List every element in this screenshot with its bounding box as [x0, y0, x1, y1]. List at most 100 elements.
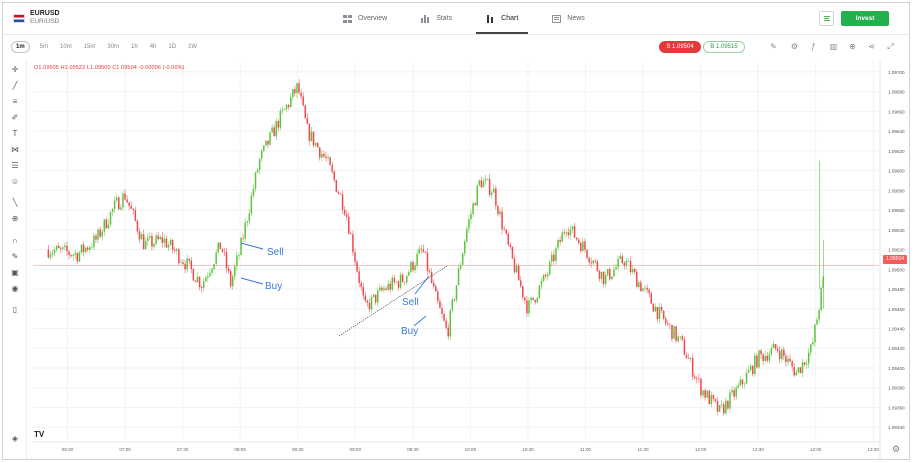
tab-overview[interactable]: Overview — [343, 3, 387, 34]
candle-body — [718, 405, 721, 412]
timeframe-1d[interactable]: 1D — [168, 44, 177, 50]
candle-body — [377, 290, 379, 303]
candle-body — [741, 379, 744, 385]
zoom-in-icon[interactable]: ⊕ — [11, 214, 19, 223]
candle-body — [385, 288, 387, 290]
lock-icon[interactable]: ▣ — [11, 268, 19, 277]
timeframe-1m[interactable]: 1m — [11, 41, 30, 53]
ruler-icon[interactable]: ╲ — [12, 198, 18, 207]
candle-body — [182, 262, 184, 265]
trash-icon[interactable]: ▯ — [12, 305, 18, 314]
candle-body — [432, 282, 435, 287]
candle-body — [335, 179, 338, 192]
candle-body — [515, 265, 518, 273]
tab-news[interactable]: News — [552, 3, 585, 34]
pencil-icon[interactable]: ✎ — [770, 42, 777, 51]
candle-body — [91, 247, 93, 248]
timeframe-4h[interactable]: 4h — [149, 44, 157, 50]
candle-body — [190, 260, 193, 269]
candle-body — [565, 232, 568, 234]
candle-body — [710, 394, 713, 405]
watchlist-menu-button[interactable] — [819, 11, 834, 26]
tab-chart[interactable]: Chart — [476, 3, 529, 34]
visibility-eye-icon[interactable]: ◉ — [11, 284, 19, 293]
instrument-header[interactable]: EURUSD EUR/USD — [13, 10, 60, 26]
candle-body — [762, 354, 764, 361]
axis-settings-gear-icon[interactable]: ⚙ — [892, 444, 901, 454]
invest-button[interactable]: Invest — [841, 11, 889, 26]
candle-body — [300, 92, 302, 97]
candle-body — [687, 358, 690, 359]
trend-line-icon[interactable]: ╱ — [12, 81, 18, 90]
candle-body — [729, 392, 731, 409]
timeframe-10m[interactable]: 10m — [60, 44, 72, 50]
crosshair-icon[interactable]: ✛ — [11, 65, 19, 74]
candle-body — [314, 142, 317, 146]
pattern-icon[interactable]: ⋈ — [11, 145, 19, 154]
share-icon[interactable]: ⋖ — [868, 42, 875, 51]
candle-body — [810, 344, 812, 353]
tab-news-label: News — [567, 15, 585, 22]
candle-body — [631, 269, 634, 273]
candle-body — [153, 243, 155, 247]
candle-body — [803, 362, 806, 365]
indicators-icon[interactable]: ƒ — [811, 42, 816, 51]
magnet-icon[interactable]: ∩ — [12, 236, 18, 245]
y-tick-label: 1.09360 — [888, 405, 905, 410]
text-tool-icon[interactable]: T — [12, 129, 18, 138]
candle-body — [635, 271, 638, 287]
candle-body — [667, 323, 669, 325]
candle-body — [451, 299, 454, 311]
buy-price-button[interactable]: B 1.09515 — [703, 41, 745, 53]
emoji-icon[interactable]: ☺ — [10, 177, 20, 186]
candle-body — [611, 276, 613, 280]
timeframe-1h[interactable]: 1h — [131, 44, 138, 50]
candle-body — [296, 83, 298, 94]
candle-body — [321, 153, 323, 158]
candle-body — [702, 390, 704, 396]
candle-body — [725, 400, 727, 414]
chart-type-icon[interactable]: ▥ — [829, 42, 838, 51]
candle-body — [617, 258, 619, 268]
candle-body — [453, 299, 456, 301]
main-nav: Overview Stats Chart News — [343, 3, 619, 34]
candle-body — [466, 228, 468, 242]
candle-body — [747, 370, 750, 373]
candle-body — [488, 178, 491, 195]
layers-icon[interactable]: ◈ — [11, 434, 19, 443]
add-icon[interactable]: ⊕ — [849, 42, 856, 51]
timeframe-5m[interactable]: 5m — [39, 44, 49, 50]
prediction-icon[interactable]: ☰ — [11, 161, 19, 170]
fib-retracement-icon[interactable]: ≡ — [12, 97, 18, 106]
candle-body — [265, 140, 267, 146]
candle-body — [756, 355, 758, 368]
candle-body — [638, 282, 640, 287]
candle-body — [737, 385, 740, 388]
timeframe-1w[interactable]: 1W — [188, 44, 198, 50]
tab-stats-label: Stats — [436, 15, 453, 22]
brush-icon[interactable]: ✐ — [11, 113, 19, 122]
candle-body — [793, 366, 795, 376]
candle-body — [704, 390, 706, 398]
timeframe-30m[interactable]: 30m — [107, 44, 120, 50]
candle-body — [205, 277, 207, 282]
candle-body — [727, 400, 729, 409]
candle-body — [231, 276, 234, 287]
candle-body — [180, 262, 182, 264]
stay-in-drawing-icon[interactable]: ✎ — [11, 252, 19, 261]
timeframe-15m[interactable]: 15m — [83, 44, 96, 50]
candle-body — [339, 193, 342, 195]
tab-overview-label: Overview — [358, 15, 388, 22]
candle-body — [151, 235, 153, 247]
fullscreen-icon[interactable]: ⤢ — [887, 42, 894, 51]
candle-body — [238, 254, 240, 256]
price-chart[interactable]: 1.09700 1.09680 1.09660 1.09640 1.09620 1.096… — [27, 60, 909, 460]
sell-price-button[interactable]: S 1.09504 — [659, 41, 701, 53]
candle-body — [652, 303, 655, 312]
candle-body — [362, 286, 365, 296]
tab-stats[interactable]: Stats — [421, 3, 452, 34]
candle-body — [648, 289, 650, 294]
candle-body — [513, 258, 516, 273]
candle-body — [816, 319, 818, 325]
settings-gear-icon[interactable]: ⚙ — [790, 42, 799, 51]
